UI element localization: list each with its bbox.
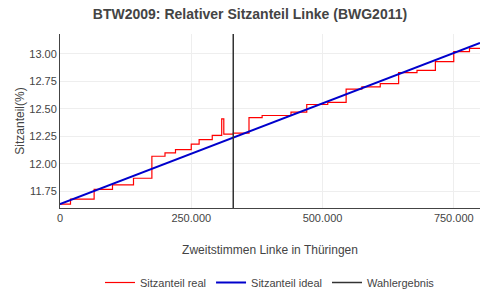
svg-text:Sitzanteil ideal: Sitzanteil ideal [251,277,322,289]
svg-text:500.000: 500.000 [303,212,343,224]
svg-text:Sitzanteil(%): Sitzanteil(%) [13,87,27,154]
svg-text:12.75: 12.75 [29,75,57,87]
svg-text:13.00: 13.00 [29,48,57,60]
svg-text:12.25: 12.25 [29,130,57,142]
svg-text:Sitzanteil real: Sitzanteil real [140,277,206,289]
svg-text:12.50: 12.50 [29,103,57,115]
svg-text:BTW2009: Relativer Sitzanteil: BTW2009: Relativer Sitzanteil Linke (BWG… [93,6,407,22]
svg-text:11.75: 11.75 [30,185,57,197]
svg-text:Wahlergebnis: Wahlergebnis [367,277,434,289]
svg-text:250.000: 250.000 [171,212,211,224]
svg-text:0: 0 [57,212,63,224]
svg-text:750.000: 750.000 [434,212,474,224]
svg-text:12.00: 12.00 [29,158,57,170]
svg-text:Zweitstimmen Linke in Thüringe: Zweitstimmen Linke in Thüringen [182,243,358,257]
